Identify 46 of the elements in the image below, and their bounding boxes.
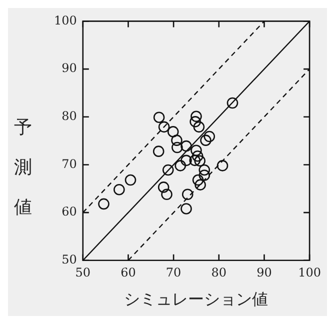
point [153, 112, 165, 124]
x-tick-label: 60 [120, 266, 136, 280]
x-tick-label: 100 [298, 266, 321, 280]
point [161, 188, 172, 200]
y-tick-label: 50 [62, 252, 77, 267]
point [194, 179, 206, 190]
x-tick-label: 90 [256, 266, 272, 280]
point [226, 97, 238, 109]
point [190, 116, 201, 128]
point [190, 110, 202, 122]
y-axis-title: 予測値 [14, 116, 32, 220]
point [167, 126, 179, 138]
point [182, 188, 194, 200]
point [216, 160, 228, 172]
point [180, 203, 192, 214]
point [200, 134, 212, 146]
point [158, 121, 170, 133]
point [198, 170, 210, 181]
point [174, 160, 186, 172]
y-tick-label: 90 [62, 61, 77, 76]
y-tick-label: 80 [62, 109, 77, 124]
y-tick-label: 60 [62, 204, 77, 219]
x-tick-label: 80 [211, 266, 227, 280]
point [114, 184, 125, 196]
y-tick-label: 100 [54, 13, 77, 28]
point [172, 142, 183, 154]
x-tick-label: 50 [75, 266, 91, 280]
point [198, 164, 210, 176]
point [189, 154, 201, 166]
point [152, 146, 164, 157]
point [162, 164, 174, 176]
point [204, 130, 216, 142]
point [194, 155, 206, 167]
point [98, 198, 110, 210]
x-tick-label: 70 [166, 266, 182, 280]
x-axis-title: シミュレーション値 [124, 290, 268, 309]
point [190, 144, 202, 156]
y-tick-label: 70 [62, 156, 77, 171]
point [124, 174, 136, 186]
point [158, 182, 170, 193]
point [180, 154, 192, 166]
point [180, 140, 192, 152]
point [193, 121, 205, 133]
point [192, 150, 204, 162]
point [192, 174, 204, 186]
point [171, 134, 182, 146]
